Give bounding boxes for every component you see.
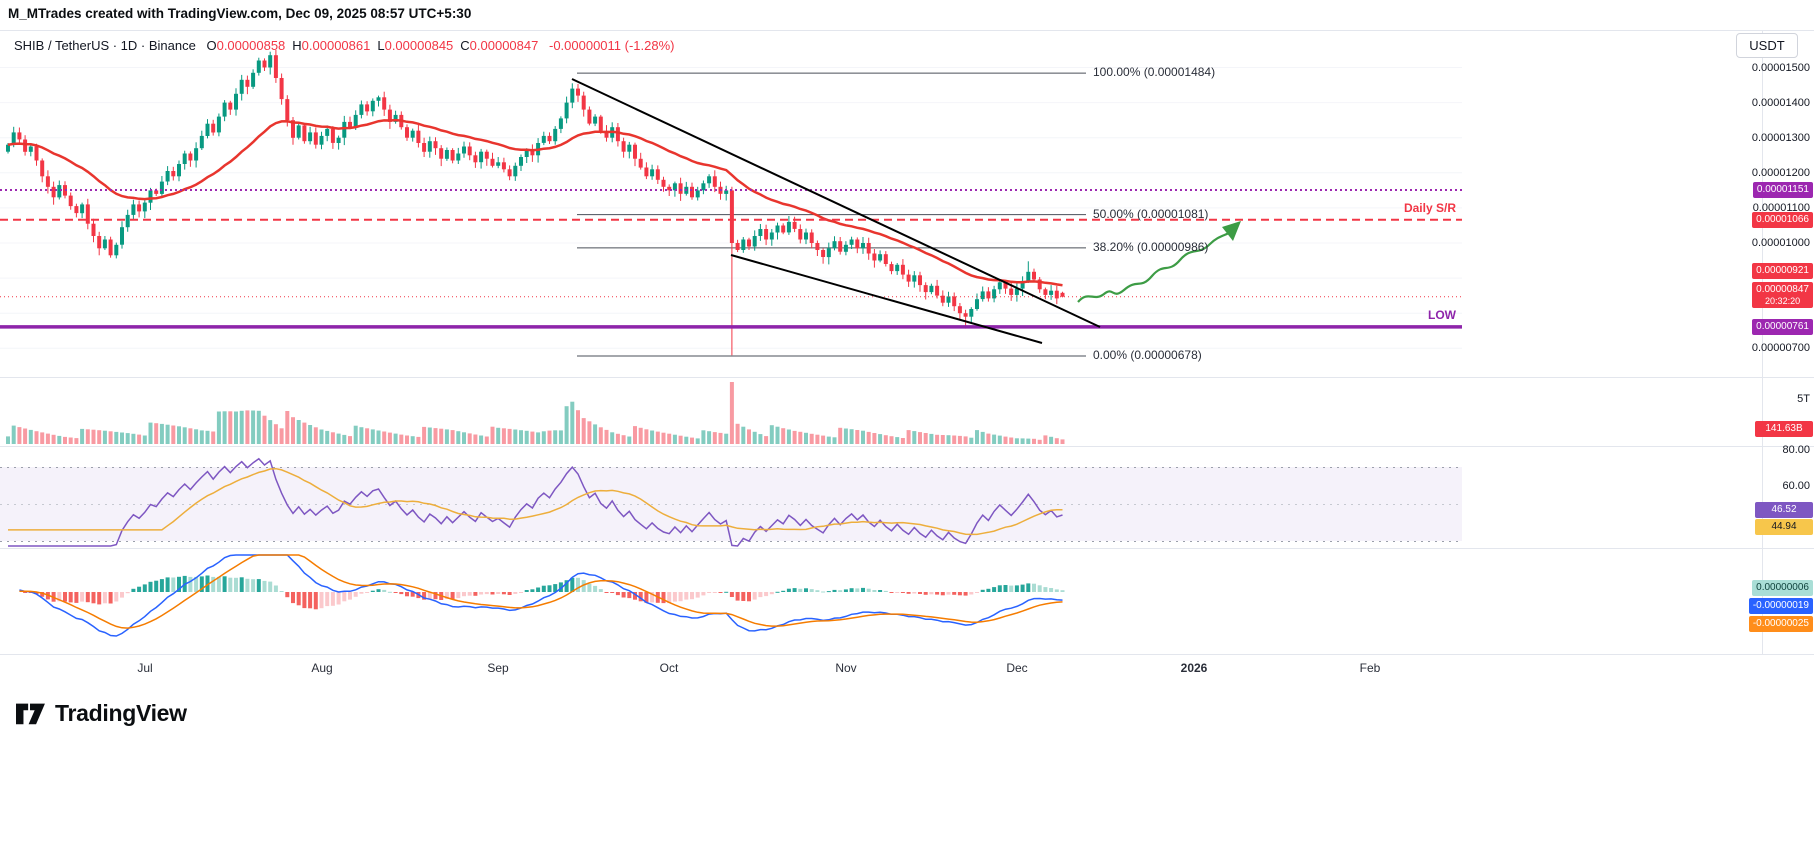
price-scale-tick: 0.00001100 — [1752, 202, 1810, 214]
ohlc-o: O0.00000858 — [206, 38, 286, 53]
price-level-badge: 0.00001066 — [1752, 212, 1813, 228]
price-scale-axis[interactable]: 0.00001500 0.00001400 0.00001300 0.00001200… — [1748, 0, 1814, 655]
tradingview-logo-text: TradingView — [55, 699, 187, 726]
tradingview-logo-icon — [16, 703, 45, 725]
rsi-scale-tick: 80.00 — [1782, 444, 1810, 456]
price-level-badge: 0.00000761 — [1752, 319, 1813, 335]
chart-canvas[interactable] — [0, 0, 1814, 700]
time-axis-label: Feb — [1359, 661, 1381, 675]
price-level-badge: 0.00000847 20:32:20 — [1752, 282, 1813, 308]
price-scale-tick: 0.00001400 — [1751, 97, 1810, 109]
price-scale-tick: 0.00001500 — [1751, 62, 1810, 74]
time-axis[interactable]: Jul Aug Sep Oct Nov Dec 2026 Feb — [0, 655, 1814, 685]
time-axis-label: Sep — [487, 661, 509, 675]
symbol-title[interactable]: SHIB / TetherUS · 1D · Binance — [14, 38, 196, 53]
volume-value-badge: 141.63B — [1755, 421, 1813, 437]
time-axis-label: Nov — [835, 661, 857, 675]
macd-value-badge: -0.00000019 — [1748, 598, 1813, 614]
volume-scale-tick: 5T — [1797, 393, 1810, 405]
rsi-scale-tick: 60.00 — [1782, 480, 1810, 492]
price-scale-tick: 0.00001200 — [1751, 167, 1810, 179]
ohlc-h: H0.00000861 — [292, 38, 371, 53]
rsi-value-badge: 46.52 — [1755, 502, 1813, 518]
price-scale-tick: 0.00001000 — [1751, 237, 1810, 249]
price-scale-tick: 0.00001300 — [1751, 132, 1810, 144]
attribution-text: M_MTrades created with TradingView.com, … — [8, 6, 472, 21]
ohlc-c: C0.00000847 — [460, 38, 539, 53]
time-axis-label: Aug — [311, 661, 333, 675]
rsi-value-badge: 44.94 — [1755, 519, 1813, 535]
price-change: -0.00000011 (-1.28%) — [548, 38, 675, 53]
price-level-badge: 0.00001151 — [1752, 182, 1813, 198]
price-level-badge: 0.00000921 — [1752, 263, 1813, 279]
price-scale-tick: 0.00000700 — [1751, 342, 1810, 354]
macd-value-badge: -0.00000025 — [1748, 616, 1813, 632]
ohlc-values: O0.00000858 H0.00000861 L0.00000845 C0.0000… — [199, 38, 538, 53]
ohlc-l: L0.00000845 — [377, 38, 454, 53]
currency-toggle-button[interactable]: USDT — [1736, 33, 1798, 58]
time-axis-label: 2026 — [1180, 661, 1208, 675]
time-axis-label: Dec — [1006, 661, 1028, 675]
symbol-header: SHIB / TetherUS · 1D · Binance O0.000008… — [14, 38, 675, 53]
macd-value-badge: 0.00000006 — [1752, 580, 1813, 596]
tradingview-logo[interactable]: TradingView — [14, 699, 187, 727]
time-axis-label: Jul — [137, 661, 153, 675]
countdown-timer: 20:32:20 — [1765, 296, 1801, 306]
time-axis-label: Oct — [659, 661, 679, 675]
